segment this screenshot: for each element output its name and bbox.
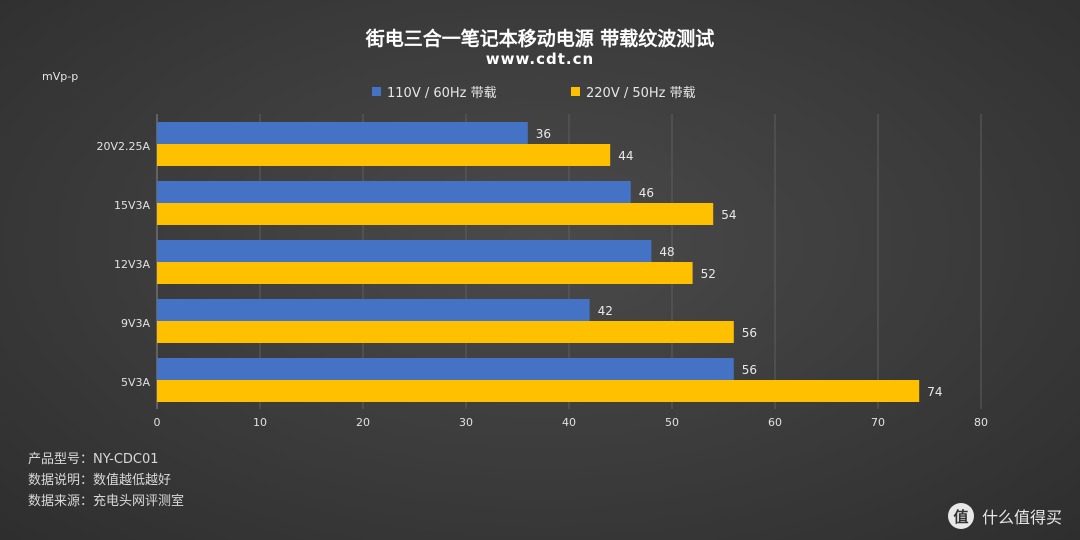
footer-model: 产品型号：NY-CDC01: [28, 452, 159, 467]
footer-note: 数据说明：数值越低越好: [28, 473, 172, 488]
bar-series-2: [157, 144, 611, 166]
legend-item-series-1: 110V / 60Hz 带载: [372, 82, 497, 101]
legend-label-series-2: 220V / 50Hz 带载: [586, 86, 696, 101]
y-category-label: 9V3A: [121, 317, 151, 330]
data-label: 56: [742, 326, 757, 340]
bar-series-1: [157, 181, 631, 203]
y-category-label: 15V3A: [114, 199, 151, 212]
bar-series-2: [157, 262, 693, 284]
x-tick-label: 60: [768, 416, 782, 429]
x-tick-label: 10: [253, 416, 267, 429]
data-label: 54: [721, 208, 736, 222]
x-tick-label: 0: [154, 416, 161, 429]
x-tick-label: 70: [871, 416, 885, 429]
bar-series-1: [157, 299, 590, 321]
x-tick-label: 30: [459, 416, 473, 429]
y-category-label: 20V2.25A: [96, 140, 150, 153]
watermark: 值 什么值得买: [947, 503, 1062, 529]
data-label: 74: [927, 385, 942, 399]
data-label: 42: [598, 304, 613, 318]
bar-series-2: [157, 380, 920, 402]
data-label: 52: [701, 267, 716, 281]
x-tick-label: 20: [356, 416, 370, 429]
chart-title: 街电三合一笔记本移动电源 带载纹波测试: [365, 28, 715, 50]
bar-series-1: [157, 122, 528, 144]
data-label: 48: [659, 245, 674, 259]
data-label: 36: [536, 127, 551, 141]
x-tick-label: 80: [974, 416, 988, 429]
y-category-label: 12V3A: [114, 258, 151, 271]
y-unit-label: mVp-p: [42, 70, 79, 83]
x-tick-label: 40: [562, 416, 576, 429]
y-category-label: 5V3A: [121, 376, 151, 389]
data-label: 44: [618, 149, 633, 163]
footer-source: 数据来源：充电头网评测室: [28, 494, 185, 509]
legend-swatch-series-1: [372, 87, 381, 96]
legend-label-series-1: 110V / 60Hz 带载: [387, 86, 497, 101]
data-label: 56: [742, 363, 757, 377]
bar-series-2: [157, 321, 734, 343]
bar-series-2: [157, 203, 714, 225]
bar-series-1: [157, 358, 734, 380]
bar-series-1: [157, 240, 652, 262]
x-tick-label: 50: [665, 416, 679, 429]
legend-item-series-2: 220V / 50Hz 带载: [571, 82, 696, 101]
chart-subtitle: www.cdt.cn: [485, 50, 595, 68]
watermark-text: 什么值得买: [981, 508, 1062, 527]
data-label: 46: [639, 186, 654, 200]
watermark-badge-icon: 值: [947, 503, 974, 529]
legend-swatch-series-2: [571, 87, 580, 96]
